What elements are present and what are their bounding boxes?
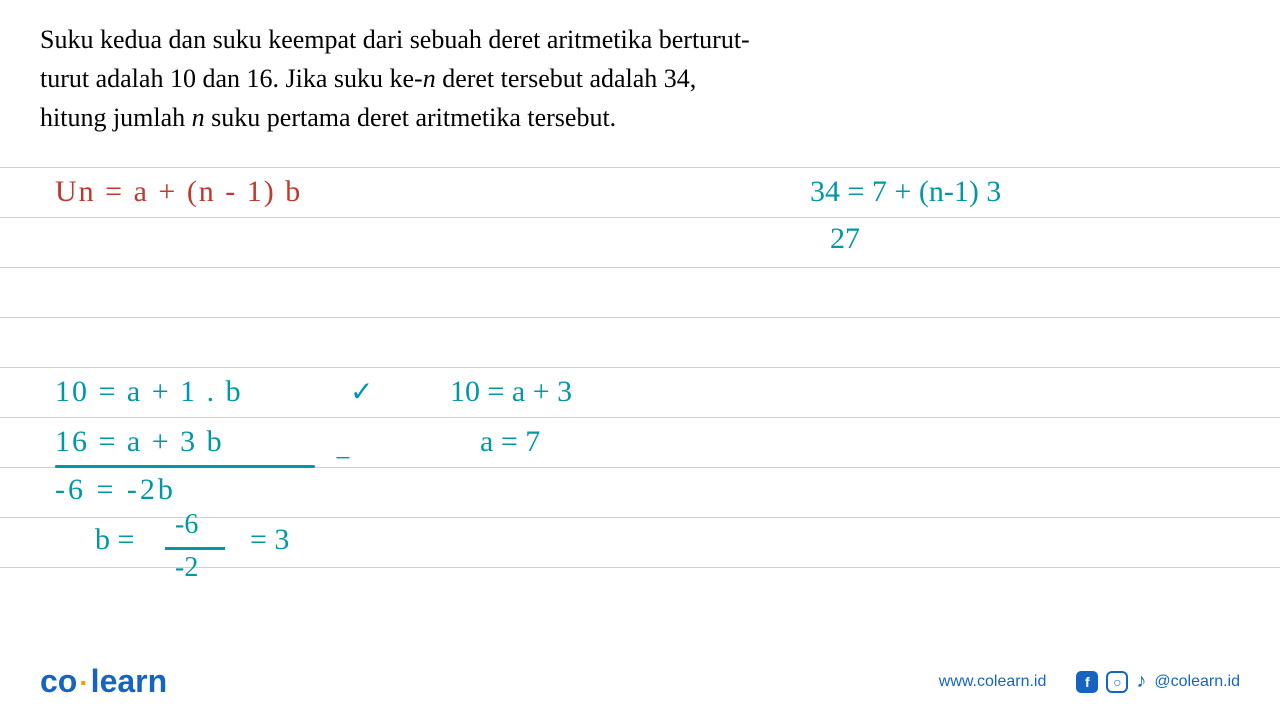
fraction-line bbox=[165, 547, 225, 550]
frac-numerator: -6 bbox=[175, 509, 198, 541]
subtraction-line bbox=[55, 465, 315, 468]
problem-n1: n bbox=[423, 64, 436, 93]
problem-line3a: hitung jumlah bbox=[40, 103, 192, 132]
ruled-line bbox=[0, 367, 1280, 368]
eq-right-1: 34 = 7 + (n-1) 3 bbox=[810, 175, 1001, 209]
sub-a-eq2: a = 7 bbox=[480, 425, 540, 459]
b-result: = 3 bbox=[250, 523, 289, 557]
ruled-line bbox=[0, 217, 1280, 218]
problem-line2b: deret tersebut adalah 34, bbox=[436, 64, 697, 93]
logo-learn: learn bbox=[91, 663, 167, 699]
instagram-icon: ○ bbox=[1106, 671, 1128, 693]
problem-line1: Suku kedua dan suku keempat dari sebuah … bbox=[40, 25, 750, 54]
problem-n2: n bbox=[192, 103, 205, 132]
problem-line2a: turut adalah 10 dan 16. Jika suku ke- bbox=[40, 64, 423, 93]
checkmark-icon: ✓ bbox=[350, 375, 373, 409]
problem-statement: Suku kedua dan suku keempat dari sebuah … bbox=[0, 0, 1280, 147]
facebook-icon: f bbox=[1076, 671, 1098, 693]
social-links: f ○ ♪ @colearn.id bbox=[1076, 670, 1240, 693]
ruled-line bbox=[0, 267, 1280, 268]
logo: co·learn bbox=[40, 663, 167, 700]
minus-icon: − bbox=[335, 443, 351, 475]
frac-denominator: -2 bbox=[175, 552, 198, 584]
ruled-line bbox=[0, 317, 1280, 318]
sub-result: -6 = -2b bbox=[55, 473, 176, 507]
logo-dot-icon: · bbox=[79, 667, 88, 698]
eq-2: 16 = a + 3 b bbox=[55, 425, 224, 459]
eq-right-27: 27 bbox=[830, 222, 860, 256]
ruled-line bbox=[0, 167, 1280, 168]
work-area: Un = a + (n - 1) b 34 = 7 + (n-1) 3 27 1… bbox=[0, 157, 1280, 627]
social-handle: @colearn.id bbox=[1154, 673, 1240, 691]
sub-a-eq1: 10 = a + 3 bbox=[450, 375, 572, 409]
ruled-line bbox=[0, 417, 1280, 418]
formula-un: Un = a + (n - 1) b bbox=[55, 175, 302, 209]
footer: co·learn www.colearn.id f ○ ♪ @colearn.i… bbox=[0, 663, 1280, 700]
footer-right: www.colearn.id f ○ ♪ @colearn.id bbox=[939, 670, 1240, 693]
b-equals-label: b = bbox=[95, 523, 134, 557]
tiktok-icon: ♪ bbox=[1136, 670, 1146, 693]
problem-line3b: suku pertama deret aritmetika tersebut. bbox=[205, 103, 617, 132]
website-url: www.colearn.id bbox=[939, 673, 1047, 691]
logo-co: co bbox=[40, 663, 77, 699]
eq-1: 10 = a + 1 . b bbox=[55, 375, 243, 409]
